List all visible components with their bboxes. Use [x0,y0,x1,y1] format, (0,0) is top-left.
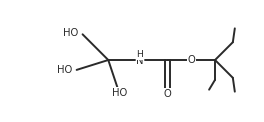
Text: H: H [136,50,143,59]
Text: HO: HO [58,65,73,75]
Text: N: N [136,56,144,66]
Text: O: O [164,89,171,99]
Text: HO: HO [111,88,127,98]
Text: O: O [187,55,195,65]
Text: HO: HO [63,28,79,38]
